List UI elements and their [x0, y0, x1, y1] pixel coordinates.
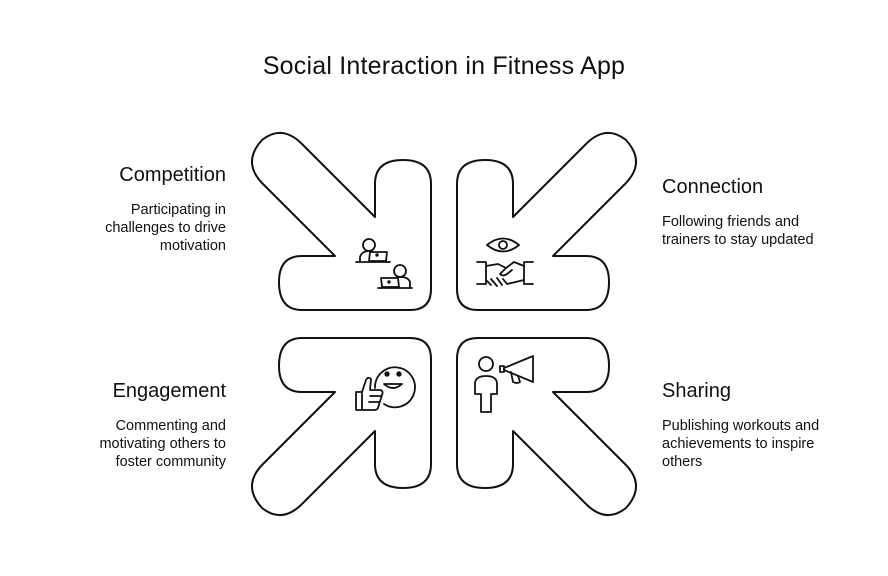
engagement-heading: Engagement	[112, 380, 226, 402]
competition-arrow	[251, 132, 432, 311]
competition-block: Competition Participating in challenges …	[36, 164, 226, 255]
sharing-description: Publishing workouts and achievements to …	[662, 418, 820, 470]
sharing-arrow	[456, 337, 637, 516]
people-with-laptops-icon	[355, 238, 413, 289]
person-megaphone-icon	[474, 355, 534, 413]
connection-description: Following friends and trainers to stay u…	[662, 214, 814, 248]
connection-heading: Connection	[662, 176, 764, 198]
eye-handshake-icon	[476, 237, 534, 287]
engagement-arrow	[251, 337, 432, 516]
sharing-heading: Sharing	[662, 380, 731, 402]
sharing-block: Sharing Publishing workouts and achievem…	[662, 380, 862, 471]
engagement-description: Commenting and motivating others to fost…	[99, 418, 226, 470]
diagram-title: Social Interaction in Fitness App	[262, 52, 626, 80]
competition-heading: Competition	[119, 164, 226, 186]
engagement-block: Engagement Commenting and motivating oth…	[36, 380, 226, 471]
smile-thumbs-up-icon	[355, 366, 416, 411]
competition-description: Participating in challenges to drive mot…	[105, 202, 226, 254]
connection-arrow	[456, 132, 637, 311]
connection-block: Connection Following friends and trainer…	[662, 176, 862, 249]
